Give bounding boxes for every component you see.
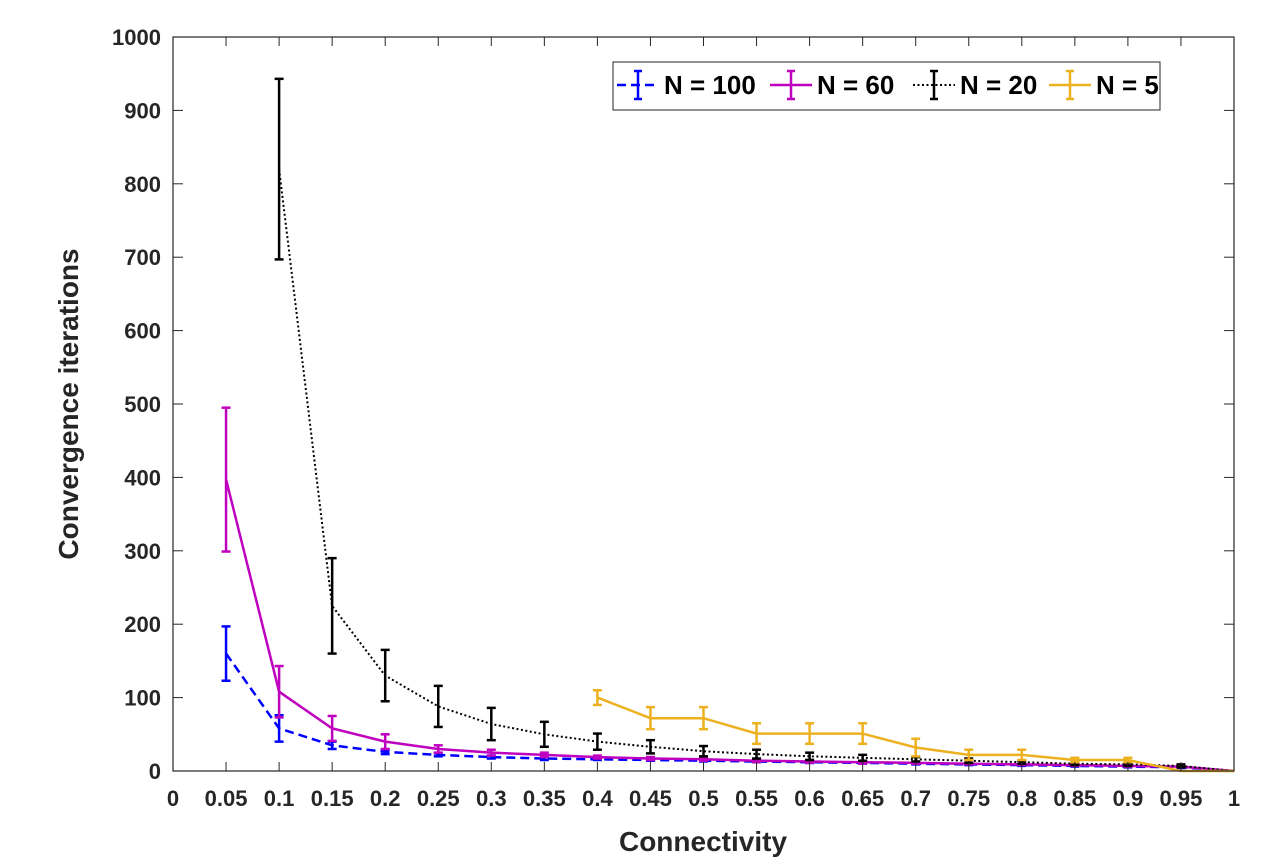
legend: N = 100 N = 60 N = 20 N = 5 [612, 61, 1161, 111]
x-tick-label: 0.15 [311, 786, 354, 811]
error-bar [699, 756, 708, 762]
x-tick-label: 0.25 [417, 786, 460, 811]
series-line [224, 479, 1235, 773]
error-bar [327, 556, 337, 655]
y-tick-label: 700 [124, 245, 161, 270]
legend-item: N = 20 [913, 69, 1037, 101]
x-tick-label: 0.65 [841, 786, 884, 811]
error-bar [699, 705, 708, 731]
error-bar [274, 664, 284, 719]
x-tick-label: 0.75 [947, 786, 990, 811]
x-tick-label: 1 [1228, 786, 1240, 811]
error-bar [380, 733, 390, 751]
error-bar [911, 737, 921, 758]
x-tick-label: 0.35 [523, 786, 566, 811]
legend-item: N = 100 [617, 69, 756, 101]
y-tick-label: 300 [124, 539, 161, 564]
y-tick-label: 0 [149, 759, 161, 784]
x-axis-ticks: 0 0.05 0.1 0.15 0.2 0.25 0.3 0.35 0.4 0.45 0.5 0.55… [167, 37, 1240, 811]
error-bar [539, 751, 549, 759]
error-bar [645, 755, 655, 762]
error-bar [274, 77, 284, 261]
legend-item: N = 5 [1049, 69, 1159, 101]
x-tick-label: 0.95 [1160, 786, 1203, 811]
error-bar [486, 748, 496, 757]
x-tick-label: 0.8 [1007, 786, 1038, 811]
error-bar [592, 689, 602, 707]
y-tick-label: 500 [124, 392, 161, 417]
error-bar [592, 732, 602, 751]
y-tick-label: 200 [124, 612, 161, 637]
error-bar [1017, 748, 1027, 762]
error-bar [805, 751, 815, 762]
legend-label: N = 60 [817, 70, 894, 100]
x-tick-label: 0.2 [370, 786, 401, 811]
error-bar [539, 720, 549, 749]
y-tick-label: 100 [124, 686, 161, 711]
error-bar [380, 648, 390, 703]
error-bar [752, 722, 762, 746]
legend-label: N = 100 [664, 70, 756, 100]
error-bar [592, 754, 602, 760]
legend-label: N = 20 [960, 70, 1037, 100]
y-tick-label: 400 [124, 465, 161, 490]
error-bar [964, 748, 974, 762]
x-tick-label: 0.55 [735, 786, 778, 811]
x-tick-label: 0.6 [794, 786, 825, 811]
x-tick-label: 0.3 [476, 786, 507, 811]
error-bar [433, 684, 443, 729]
error-bar [858, 722, 868, 746]
x-tick-label: 0.45 [629, 786, 672, 811]
y-tick-label: 1000 [112, 25, 161, 50]
x-tick-label: 0 [167, 786, 179, 811]
legend-item: N = 60 [770, 69, 894, 101]
x-tick-label: 0.9 [1113, 786, 1144, 811]
y-axis-ticks: 0 100 200 300 400 500 600 700 800 900 1000 [112, 25, 1234, 784]
error-bar [805, 722, 815, 746]
x-tick-label: 0.85 [1053, 786, 1096, 811]
error-bar [645, 738, 655, 755]
error-bar [699, 744, 708, 758]
x-tick-label: 0.5 [688, 786, 719, 811]
series-3 [592, 689, 1234, 773]
error-bar [221, 406, 231, 553]
series-2 [274, 77, 1235, 772]
plot-area [173, 37, 1234, 771]
x-axis-label: Connectivity [619, 826, 787, 857]
series-1 [221, 406, 1235, 773]
x-tick-label: 0.4 [582, 786, 613, 811]
x-tick-label: 0.1 [264, 786, 295, 811]
y-tick-label: 900 [124, 98, 161, 123]
y-tick-label: 800 [124, 172, 161, 197]
error-bar [433, 744, 443, 754]
x-tick-label: 0.05 [205, 786, 248, 811]
error-bar [645, 705, 655, 731]
error-bar [327, 714, 337, 743]
legend-label: N = 5 [1096, 70, 1159, 100]
y-tick-label: 600 [124, 319, 161, 344]
error-bar [858, 753, 868, 762]
series-layer [221, 77, 1235, 773]
x-tick-label: 0.7 [900, 786, 931, 811]
y-axis-label: Convergence iterations [53, 248, 84, 559]
error-bar [221, 625, 231, 682]
error-bar [486, 706, 496, 742]
error-bar [752, 748, 762, 760]
